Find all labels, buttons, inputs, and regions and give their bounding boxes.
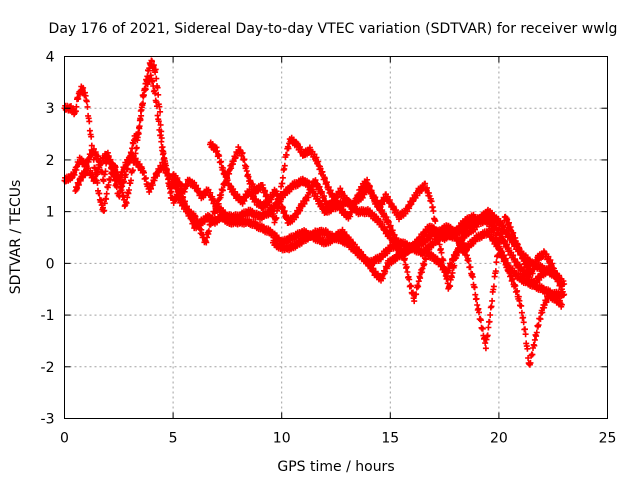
x-tick-labels: 0 5 10 15 20 25 <box>60 431 616 447</box>
x-tick-label: 10 <box>273 431 291 447</box>
x-tick-label: 15 <box>381 431 399 447</box>
series-trace-e <box>270 211 563 289</box>
tick-layer <box>64 56 608 419</box>
x-tick-label: 25 <box>599 431 617 447</box>
x-tick-label: 0 <box>60 431 69 447</box>
y-tick-label: 3 <box>46 101 55 117</box>
y-tick-label: 1 <box>46 205 55 221</box>
y-tick-label: 2 <box>46 153 55 169</box>
x-tick-label: 20 <box>490 431 508 447</box>
y-axis-label: SDTVAR / TECUs <box>8 180 24 295</box>
y-tick-label: -3 <box>41 412 55 428</box>
plot-frame <box>64 56 608 419</box>
y-tick-label: -2 <box>41 360 55 376</box>
chart-title: Day 176 of 2021, Sidereal Day-to-day VTE… <box>49 21 618 37</box>
data-points <box>270 211 563 289</box>
y-tick-label: -1 <box>41 308 55 324</box>
x-axis-label: GPS time / hours <box>277 459 394 475</box>
y-tick-label: 0 <box>46 256 55 272</box>
y-tick-labels: -3 -2 -1 0 1 2 3 4 <box>41 50 55 428</box>
y-tick-label: 4 <box>46 50 55 66</box>
x-tick-label: 5 <box>169 431 178 447</box>
